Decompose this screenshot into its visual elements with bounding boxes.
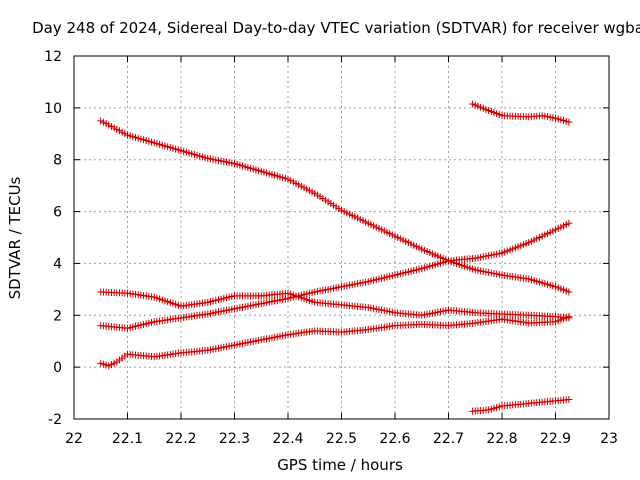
y-tick-label: 2 — [53, 308, 62, 324]
data-point-marker — [565, 288, 573, 296]
x-tick-label: 22.4 — [272, 431, 303, 447]
y-tick-label: -2 — [48, 412, 62, 428]
grid-lines — [74, 56, 609, 419]
x-tick-label: 22.8 — [486, 431, 517, 447]
x-tick-label: 22 — [65, 431, 83, 447]
series-sat-2 — [97, 288, 573, 322]
data-markers — [97, 100, 573, 415]
y-tick-label: 6 — [53, 205, 62, 221]
y-tick-label: 12 — [44, 49, 62, 65]
x-axis-label: GPS time / hours — [277, 456, 403, 474]
x-tick-label: 22.7 — [433, 431, 464, 447]
series-sat-3 — [97, 219, 573, 332]
series-sat-4 — [97, 313, 573, 370]
x-tick-label: 22.1 — [112, 431, 143, 447]
data-point-marker — [565, 219, 573, 227]
x-tick-label: 22.6 — [379, 431, 410, 447]
series-sat-5 — [469, 100, 573, 126]
x-tick-label: 22.3 — [219, 431, 250, 447]
data-point-marker — [565, 313, 573, 321]
x-tick-label: 22.9 — [540, 431, 571, 447]
y-tick-label: 8 — [53, 153, 62, 169]
series-sat-1 — [97, 117, 573, 296]
data-point-marker — [565, 118, 573, 126]
y-tick-label: 0 — [53, 360, 62, 376]
y-tick-label: 4 — [53, 256, 62, 272]
axis-ticks: 22 22.1 22.2 22.3 22.4 22.5 22.6 22.7 22.8 22.9 23… — [44, 49, 618, 447]
data-point-marker — [565, 396, 573, 404]
x-tick-label: 22.5 — [326, 431, 357, 447]
chart-title: Day 248 of 2024, Sidereal Day-to-day VTE… — [32, 19, 640, 37]
x-tick-label: 23 — [600, 431, 618, 447]
x-tick-label: 22.2 — [165, 431, 196, 447]
series-sat-6 — [469, 396, 573, 415]
y-axis-label: SDTVAR / TECUs — [6, 176, 24, 299]
y-tick-label: 10 — [44, 101, 62, 117]
